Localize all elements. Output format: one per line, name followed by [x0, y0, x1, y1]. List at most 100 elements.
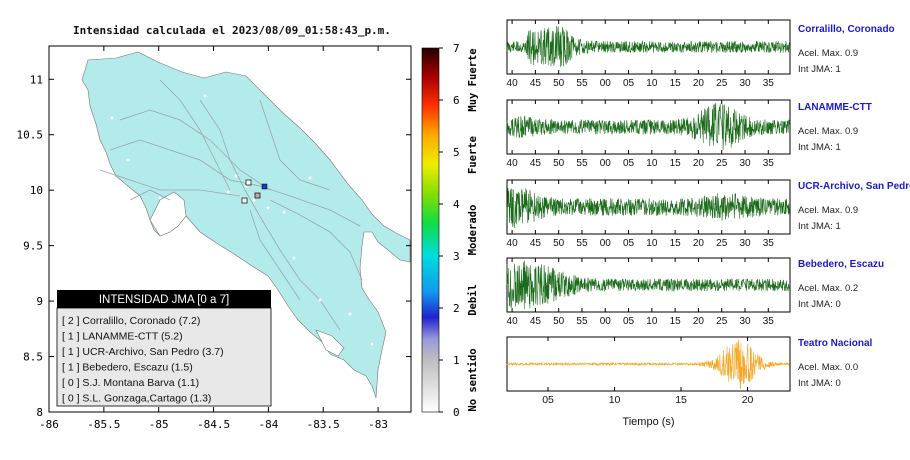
figure-title: Intensidad calculada el 2023/08/09_01:58… — [73, 24, 391, 37]
map-x-axis: -86 -85.5 -85 -84.5 -84 -83.5 -83 — [39, 46, 388, 431]
legend-title: INTENSIDAD JMA [0 a 7] — [99, 294, 229, 306]
seismogram-tick-label: 15 — [675, 394, 687, 406]
seismogram-tick-label: 40 — [507, 158, 519, 169]
seismogram-tick-label: 20 — [693, 158, 705, 169]
seismogram-tick-label: 30 — [739, 238, 751, 249]
station-points — [110, 94, 374, 346]
seismogram-tick-label: 20 — [742, 394, 754, 406]
seismogram-tick-label: 55 — [576, 316, 588, 327]
colorbar-tick-label: 0 — [453, 406, 460, 419]
seismogram-tick-label: 25 — [716, 78, 728, 89]
seismogram-tick-label: 15 — [670, 238, 682, 249]
seismogram-tick-label: 45 — [530, 238, 542, 249]
colorbar-category-label: Debil — [467, 284, 479, 316]
station-acel-max: Acel. Max. 0.2 — [798, 283, 859, 294]
seismogram-tick-label: 00 — [600, 158, 612, 169]
seismogram-trace — [506, 187, 790, 229]
map-x-tick-label: -83 — [368, 418, 388, 431]
seismogram-tick-label: 05 — [623, 158, 635, 169]
seismogram-tick-label: 15 — [670, 78, 682, 89]
legend-item: [ 0 ] S.L. Gonzaga,Cartago (1.3) — [62, 393, 211, 405]
station-marker-corralillo — [261, 183, 268, 190]
seismogram-tick-label: 40 — [507, 316, 519, 327]
seismogram-tick-label: 05 — [623, 238, 635, 249]
colorbar-tick-label: 4 — [453, 198, 460, 211]
colorbar-gradient — [421, 47, 440, 413]
station-marker-ucr — [254, 192, 261, 199]
seismogram-tick-label: 25 — [716, 316, 728, 327]
seismogram-tick-label: 50 — [553, 158, 565, 169]
station-marker-lanamme — [245, 179, 252, 186]
map-y-tick-label: 10.5 — [17, 129, 44, 142]
seismogram-tick-label: 25 — [716, 158, 728, 169]
seismogram-tick-label: 30 — [739, 158, 751, 169]
map-y-axis: 11 10.5 10 9.5 9 8.5 8 — [17, 73, 411, 419]
seismogram-tick-label: 15 — [670, 316, 682, 327]
seismogram-tick-label: 10 — [646, 78, 658, 89]
seismogram-tick-label: 35 — [763, 158, 775, 169]
seismogram-tick-label: 40 — [507, 78, 519, 89]
seismogram-tick-label: 55 — [576, 158, 588, 169]
map-x-tick-label: -86 — [39, 418, 59, 431]
seismogram-tick-label: 00 — [600, 78, 612, 89]
seismogram-tick-label: 30 — [739, 78, 751, 89]
legend-item: [ 1 ] LANAMME-CTT (5.2) — [62, 331, 183, 343]
map-y-tick-label: 11 — [30, 73, 43, 86]
map-x-tick-label: -85.5 — [87, 418, 120, 431]
colorbar-tick-label: 6 — [453, 94, 460, 107]
seismogram-frame — [506, 257, 791, 313]
seismogram-tick-label: 10 — [609, 394, 621, 406]
map-y-tick-label: 8.5 — [23, 351, 43, 364]
legend-body — [56, 307, 272, 407]
seismogram-tick-label: 05 — [623, 316, 635, 327]
seismogram-panel: 40 45 50 55 00 05 10 15 20 25 30 35 — [506, 179, 791, 249]
road-network — [99, 79, 363, 331]
seismogram-trace — [506, 339, 790, 389]
seismogram-tick-label: 20 — [693, 316, 705, 327]
seismogram-tick-label: 20 — [693, 78, 705, 89]
seismogram-tick-label: 10 — [646, 238, 658, 249]
colorbar-category-label: Muy Fuerte — [467, 48, 479, 111]
station-marker-bebedero — [241, 197, 248, 204]
map-x-tick-label: -83.5 — [307, 418, 340, 431]
map-y-tick-label: 9 — [36, 295, 43, 308]
seismogram-tick-label: 00 — [600, 238, 612, 249]
station-name: Teatro Nacional — [798, 338, 873, 349]
seismogram-tick-label: 50 — [553, 238, 565, 249]
colorbar-tick-label: 1 — [453, 354, 460, 367]
map-y-tick-label: 10 — [30, 184, 43, 197]
seismogram-tick-label: 45 — [530, 158, 542, 169]
colorbar-tick-label: 5 — [453, 146, 460, 159]
seismogram-tick-label: 40 — [507, 238, 519, 249]
station-acel-max: Acel. Max. 0.9 — [798, 126, 859, 137]
seismogram-panel: 40 45 50 55 00 05 10 15 20 25 30 35 — [506, 99, 791, 169]
seismogram-panel: 40 45 50 55 00 05 10 15 20 25 30 35 — [506, 257, 791, 327]
seismogram-trace — [506, 260, 790, 309]
colorbar-category-label: Moderado — [467, 205, 479, 256]
colorbar-tick-label: 2 — [453, 302, 460, 315]
map-x-tick-label: -84.5 — [197, 418, 230, 431]
station-int-jma: Int JMA: 1 — [798, 64, 841, 75]
station-acel-max: Acel. Max. 0.0 — [798, 362, 859, 373]
colorbar-tick-label: 3 — [453, 250, 460, 263]
seismogram-tick-label: 15 — [670, 158, 682, 169]
colorbar-category-label: Fuerte — [467, 136, 479, 174]
seismogram-tick-label: 45 — [530, 78, 542, 89]
seismogram-tick-label: 35 — [763, 316, 775, 327]
seismogram-tick-label: 10 — [646, 158, 658, 169]
seismogram-tick-label: 10 — [646, 316, 658, 327]
legend-title-bar — [57, 290, 271, 308]
seismogram-tick-label: 25 — [716, 238, 728, 249]
station-int-jma: Int JMA: 0 — [798, 378, 841, 389]
seismogram-trace — [506, 26, 790, 68]
seismogram-tick-label: 00 — [600, 316, 612, 327]
seismogram-x-axis-label: Tiempo (s) — [622, 416, 674, 428]
seismogram-tick-label: 50 — [553, 78, 565, 89]
colorbar-category-label: No sentido — [467, 348, 479, 411]
seismogram-tick-label: 35 — [763, 238, 775, 249]
station-name: Corralillo, Coronado — [798, 24, 895, 35]
station-name: Bebedero, Escazu — [798, 259, 885, 270]
seismogram-frame — [506, 99, 791, 155]
station-name: UCR-Archivo, San Pedro — [798, 181, 910, 192]
